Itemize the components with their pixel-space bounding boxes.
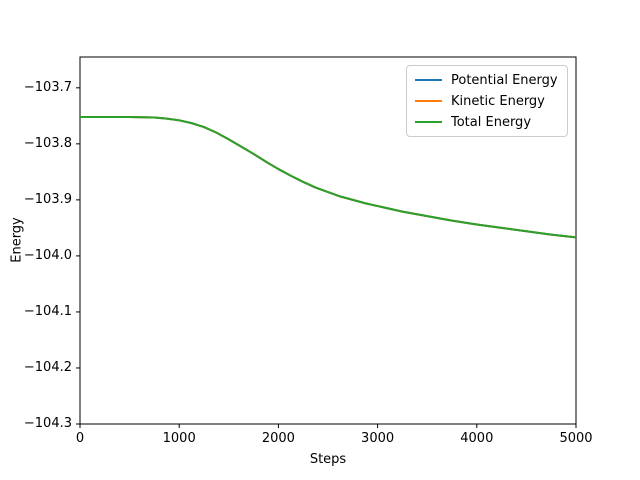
x-tick-label: 5000	[559, 431, 593, 446]
legend-entry-kinetic-energy: Kinetic Energy	[415, 92, 558, 110]
y-tick-label: −103.7	[23, 79, 72, 95]
legend-entry-total-energy: Total Energy	[415, 113, 558, 131]
y-tick-label: −103.8	[23, 135, 72, 151]
x-tick-label: 1000	[162, 431, 196, 446]
y-tick-label: −104.1	[23, 303, 72, 319]
y-tick-label: −104.0	[23, 247, 72, 263]
legend-label: Potential Energy	[451, 72, 558, 88]
series-line-total-energy	[80, 115, 577, 239]
legend-label: Kinetic Energy	[451, 93, 545, 109]
legend-line-swatch	[415, 100, 442, 102]
y-tick-label: −104.2	[23, 359, 72, 375]
x-tick-label: 4000	[460, 431, 494, 446]
axes-frame	[79, 56, 577, 425]
legend: Potential Energy Kinetic Energy Total Ener…	[406, 65, 568, 137]
x-axis-label: Steps	[309, 452, 347, 467]
legend-line-swatch	[415, 79, 442, 81]
y-tick-label: −103.9	[23, 191, 72, 207]
y-axis-label: Energy	[9, 217, 25, 263]
legend-entry-potential-energy: Potential Energy	[415, 71, 558, 89]
x-tick-label: 3000	[361, 431, 395, 446]
y-tick-label: −104.3	[23, 416, 72, 431]
legend-line-swatch	[415, 121, 442, 123]
x-tick-label: 2000	[261, 431, 295, 446]
x-tick-label: 0	[75, 431, 85, 446]
legend-label: Total Energy	[451, 114, 532, 130]
